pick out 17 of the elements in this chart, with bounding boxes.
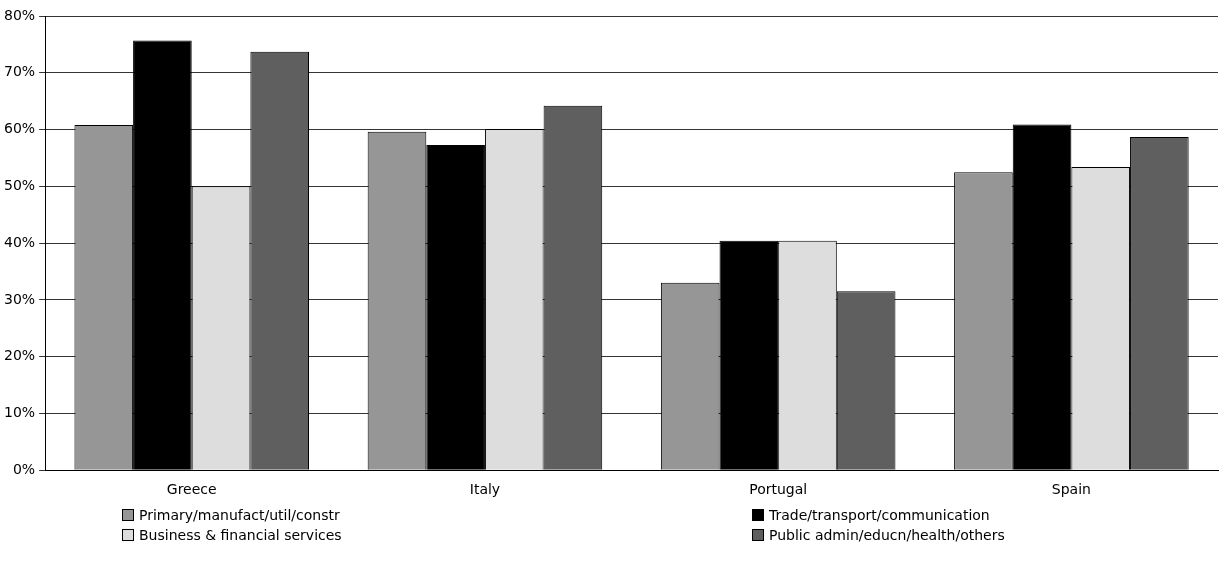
y-tick-label: 60%: [3, 120, 36, 137]
y-tick-label: 80%: [3, 6, 36, 23]
y-tick-label: 40%: [3, 233, 36, 250]
x-tick-label: Spain: [1051, 481, 1091, 498]
y-tick-label: 30%: [3, 290, 36, 307]
y-tick-label: 70%: [3, 63, 36, 80]
y-tick-label: 10%: [3, 404, 36, 421]
legend-label: Business & financial services: [139, 526, 342, 545]
x-tick-label: Italy: [469, 481, 501, 498]
y-tick-label: 50%: [3, 176, 36, 193]
y-tick-label: 0%: [12, 460, 36, 477]
x-tick-label: Greece: [166, 481, 217, 498]
x-tick-label: Portugal: [749, 481, 808, 498]
legend-label: Trade/transport/communication: [769, 506, 990, 525]
legend-label: Primary/manufact/util/constr: [139, 506, 340, 525]
legend-label: Public admin/educn/health/others: [769, 526, 1005, 545]
y-tick-label: 20%: [3, 347, 36, 364]
